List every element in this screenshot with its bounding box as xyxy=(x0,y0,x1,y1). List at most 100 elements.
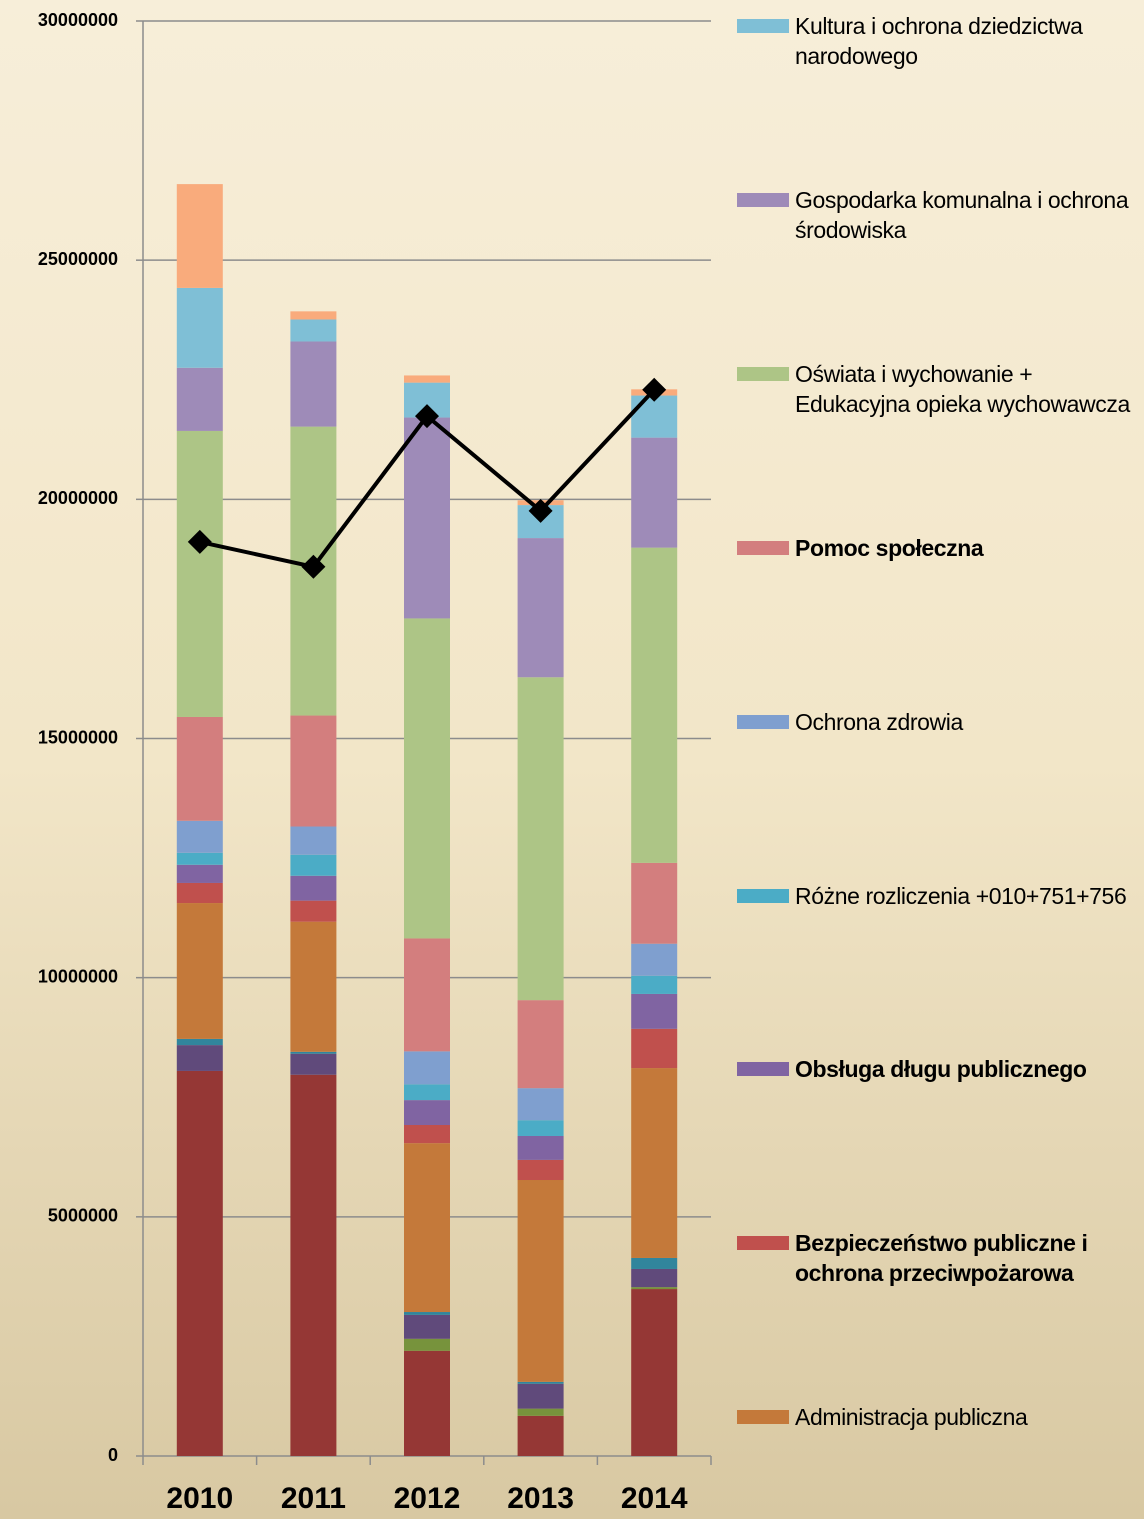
bar-segment xyxy=(176,184,223,288)
bar-segment xyxy=(290,311,337,320)
bar-segment xyxy=(404,1338,450,1351)
bar-segment xyxy=(631,395,678,438)
legend-swatch xyxy=(737,1410,789,1425)
x-tick-label: 2010 xyxy=(166,1482,233,1515)
x-tick-label: 2013 xyxy=(507,1482,574,1515)
bar-segment xyxy=(176,820,223,853)
legend-swatch xyxy=(737,540,789,555)
bar-segment xyxy=(290,715,337,827)
bar-segment xyxy=(631,547,678,863)
bar-segment xyxy=(176,864,223,883)
x-tick-label: 2014 xyxy=(621,1482,688,1515)
bar-segment xyxy=(517,677,564,1001)
bar-segment xyxy=(517,1381,564,1384)
bar-segment xyxy=(517,1000,564,1089)
bar-segment xyxy=(404,618,450,939)
legend-label: Różne rozliczenia +010+751+756 xyxy=(795,882,1127,909)
bar-segment xyxy=(517,1088,564,1121)
y-tick-label: 15000000 xyxy=(38,727,118,747)
line-marker xyxy=(528,498,553,523)
bar-segment xyxy=(631,437,678,548)
bar-segment xyxy=(176,430,223,717)
legend-label: Oświata i wychowanie + Edukacyjna opieka… xyxy=(795,360,1130,417)
bar-segment xyxy=(404,1084,450,1101)
bar-segment xyxy=(176,852,223,865)
bar-segment xyxy=(517,1383,564,1409)
bar-segment xyxy=(290,1053,337,1075)
legend-swatch xyxy=(737,1236,789,1251)
bar-segment xyxy=(631,1268,678,1288)
legend-label: Kultura i ochrona dziedzictwa narodowego xyxy=(795,13,1083,69)
bar-segment xyxy=(290,319,337,342)
y-tick-label: 5000000 xyxy=(48,1206,118,1226)
bar-segment xyxy=(176,903,223,1039)
bar-segment xyxy=(290,1051,337,1054)
bar-segment xyxy=(290,900,337,922)
bar-segment xyxy=(631,1257,678,1269)
line-marker xyxy=(415,404,439,429)
bar-segment xyxy=(517,1159,564,1181)
bar-segment xyxy=(404,375,450,383)
legend-swatch xyxy=(737,192,789,207)
bar-segment xyxy=(290,875,337,901)
legend-swatch xyxy=(737,19,789,33)
bar-segment xyxy=(517,538,564,678)
bar-segment xyxy=(404,417,450,619)
bar-segment xyxy=(517,1180,564,1382)
bar-segment xyxy=(631,862,678,944)
legend-swatch xyxy=(737,714,789,729)
bar-segment xyxy=(631,993,678,1029)
line-marker xyxy=(301,554,326,579)
bar-segment xyxy=(404,1312,450,1315)
y-tick-label: 25000000 xyxy=(38,249,118,269)
bar-segment xyxy=(517,1408,564,1416)
bar-segment xyxy=(290,341,337,427)
y-tick-label: 30000000 xyxy=(38,10,118,30)
legend-swatch xyxy=(737,366,789,381)
bar-segment xyxy=(631,1287,678,1290)
bar-segment xyxy=(290,1074,337,1456)
bar-segment xyxy=(404,1350,450,1456)
legend-label: Administracja publiczna xyxy=(795,1404,1028,1431)
bar-segment xyxy=(176,367,223,431)
bar-segment xyxy=(631,975,678,994)
legend-label: Bezpieczeństwo publiczne i ochrona przec… xyxy=(795,1230,1088,1287)
legend-label: Pomoc społeczna xyxy=(795,534,984,561)
legend-swatch xyxy=(737,1062,789,1077)
bar-segment xyxy=(517,1135,564,1160)
y-tick-label: 10000000 xyxy=(38,966,118,986)
y-tick-label: 0 xyxy=(108,1445,118,1465)
bar-segment xyxy=(176,882,223,904)
bar-segment xyxy=(404,1314,450,1339)
legend-label: Obsługa długu publicznego xyxy=(795,1056,1087,1083)
line-marker xyxy=(187,529,212,554)
bar-segment xyxy=(404,1051,450,1085)
bar-segment xyxy=(290,826,337,855)
bar-segment xyxy=(176,716,223,821)
bar-segment xyxy=(404,1143,450,1313)
line-marker xyxy=(642,377,667,402)
bar-segment xyxy=(404,1124,450,1144)
bar-segment xyxy=(404,1100,450,1125)
x-tick-label: 2011 xyxy=(281,1482,346,1515)
y-tick-label: 20000000 xyxy=(38,488,118,508)
legend-label: Ochrona zdrowia xyxy=(795,708,963,735)
bar-segment xyxy=(176,1070,223,1456)
x-tick-label: 2012 xyxy=(394,1482,461,1515)
bar-segment xyxy=(631,1028,678,1069)
bar-segment xyxy=(176,1045,223,1071)
bar-segment xyxy=(404,938,450,1052)
bar-segment xyxy=(631,1068,678,1258)
bar-segment xyxy=(517,1415,564,1456)
bar-segment xyxy=(517,1120,564,1136)
bar-segment xyxy=(631,943,678,976)
bar-segment xyxy=(176,1038,223,1046)
bar-segment xyxy=(176,287,223,368)
bar-segment xyxy=(290,921,337,1052)
bar-segment xyxy=(631,1289,678,1456)
bar-segment xyxy=(290,854,337,876)
legend-swatch xyxy=(737,888,789,903)
legend-label: Gospodarka komunalna i ochrona środowisk… xyxy=(795,186,1129,243)
